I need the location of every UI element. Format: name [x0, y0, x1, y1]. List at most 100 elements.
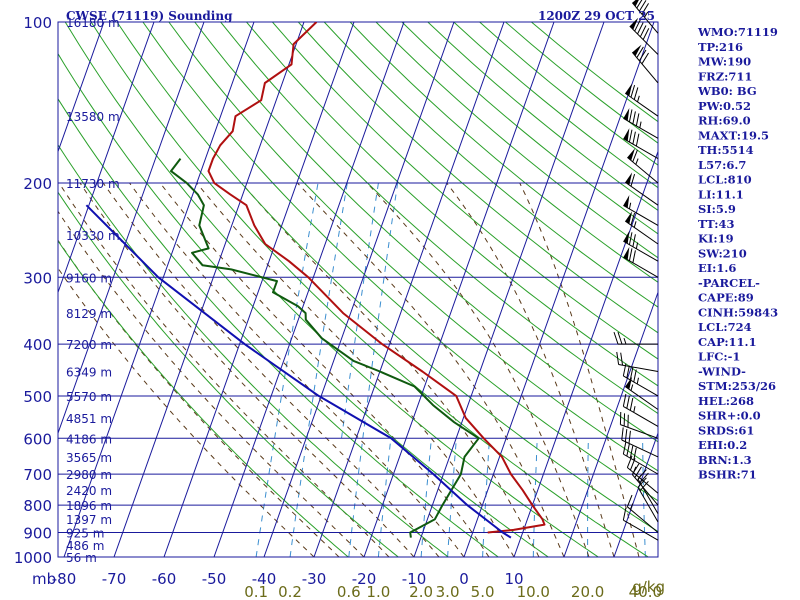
mixing-ratio-tick-label: 0.1: [244, 583, 268, 600]
isotherm: [313, 22, 505, 557]
pressure-tick-label: 500: [23, 388, 52, 406]
height-label: 6349 m: [66, 365, 112, 379]
wind-barb-shaft: [623, 405, 659, 427]
sounding-index-item: CAP:11.1: [698, 335, 757, 349]
sounding-index-item: MAXT:19.5: [698, 128, 769, 142]
wind-barb: [624, 83, 659, 117]
wind-barb-full: [622, 507, 627, 521]
dry-adiabat: [220, 22, 658, 415]
height-label: 4851 m: [66, 412, 112, 426]
wind-barb-full: [628, 232, 633, 245]
mixing-ratio-tick-label: 5.0: [471, 583, 495, 600]
sounding-index-item: WMO:71119: [697, 25, 778, 39]
wind-barb-full: [629, 367, 634, 381]
sounding-index-item: SHR+:0.0: [698, 409, 761, 423]
sounding-index-item: BRN:1.3: [698, 453, 752, 467]
wind-barb: [622, 441, 659, 475]
wind-barb: [623, 195, 659, 226]
sounding-index-item: STM:253/26: [698, 379, 776, 393]
wind-barb: [613, 331, 658, 345]
wind-barb-full: [628, 109, 633, 122]
mixing-ratio-line: [274, 183, 319, 439]
wind-barb-shaft: [621, 439, 659, 458]
sounding-index-item: -PARCEL-: [698, 276, 760, 290]
sounding-index-item: LCL:810: [698, 173, 752, 187]
wind-barbs: [613, 0, 659, 541]
height-label: 2980 m: [66, 468, 112, 482]
wind-barb: [624, 376, 659, 410]
dry-adiabats: [58, 22, 658, 557]
parcel-profile: [85, 204, 512, 539]
dry-adiabat: [323, 22, 658, 308]
sounding-index-item: TT:43: [698, 217, 735, 231]
height-label: 1397 m: [66, 513, 112, 527]
wind-barb-full: [633, 447, 637, 461]
wind-barb-full: [624, 429, 628, 442]
sounding-index-item: FRZ:711: [698, 69, 752, 83]
wind-barb-flag: [632, 0, 639, 7]
wind-barb-full: [635, 113, 640, 126]
wind-barb-full: [628, 129, 633, 143]
sounding-index-item: TP:216: [698, 40, 743, 54]
height-label: 11730 m: [66, 177, 120, 191]
wind-barb-full: [633, 369, 637, 383]
sounding-index-item: LI:11.1: [698, 187, 744, 201]
sounding-index-item: SRDS:61: [698, 423, 754, 437]
isotherm: [163, 22, 355, 557]
wind-barb-full: [616, 351, 620, 365]
moist-adiabat: [366, 182, 590, 557]
sounding-index-item: KI:19: [698, 232, 734, 246]
height-label: 2420 m: [66, 484, 112, 498]
wind-barb-shaft: [627, 467, 659, 494]
height-label: 56 m: [66, 551, 97, 565]
isotherm: [213, 22, 405, 557]
wind-barb: [631, 0, 659, 34]
height-label: 5570 m: [66, 390, 112, 404]
dry-adiabat: [64, 22, 599, 557]
wind-barb-shaft: [623, 453, 659, 475]
wind-barb-flag: [625, 376, 633, 390]
height-label: 7200 m: [66, 338, 112, 352]
dry-adiabat: [90, 22, 649, 557]
isotherm: [363, 22, 555, 557]
mixing-ratio-tick-label: 20.0: [571, 583, 604, 600]
moist-adiabat: [79, 182, 415, 557]
wind-barb-full: [632, 111, 636, 124]
height-label: 10330 m: [66, 229, 120, 243]
dry-adiabat: [297, 22, 658, 334]
wind-barb-flag: [625, 211, 633, 224]
wind-barb-full: [620, 352, 624, 366]
dry-adiabat: [194, 22, 658, 443]
dry-adiabat: [58, 191, 399, 557]
wind-barb-shaft: [620, 424, 659, 439]
dry-adiabat: [58, 240, 349, 557]
sounding-index-item: CAPE:89: [698, 291, 754, 305]
wind-barb: [623, 246, 659, 278]
wind-barb: [621, 427, 659, 458]
pressure-tick-label: 1000: [14, 549, 52, 567]
temperature-tick-label: 0: [459, 570, 469, 588]
wind-barb-full: [631, 463, 640, 475]
wind-barb-full: [638, 49, 647, 62]
wind-barb: [624, 172, 659, 206]
wind-barb-full: [629, 458, 636, 471]
wind-barb: [637, 469, 659, 514]
height-label: 9160 m: [66, 271, 112, 285]
wind-barb-full: [628, 248, 633, 261]
wind-barb: [637, 477, 659, 523]
sounding-index-item: CINH:59843: [698, 305, 778, 319]
wind-barb-full: [626, 395, 630, 409]
mixing-ratio-tick-label: 0.2: [278, 583, 302, 600]
wind-barb-full: [638, 0, 647, 12]
height-label: 4186 m: [66, 432, 112, 446]
height-label: 1896 m: [66, 499, 112, 513]
sounding-time: 1200Z 29 OCT 25: [538, 9, 655, 23]
temperature-tick-labels: -80 -70 -60 -50 -40 -30 -20 -10 0 10: [52, 570, 524, 588]
temperature-profile: [207, 22, 546, 534]
wind-barb-shaft: [623, 375, 659, 397]
wind-barb-shaft: [627, 506, 659, 533]
temperature-tick-label: -30: [302, 570, 327, 588]
wind-barb-full: [637, 477, 647, 488]
